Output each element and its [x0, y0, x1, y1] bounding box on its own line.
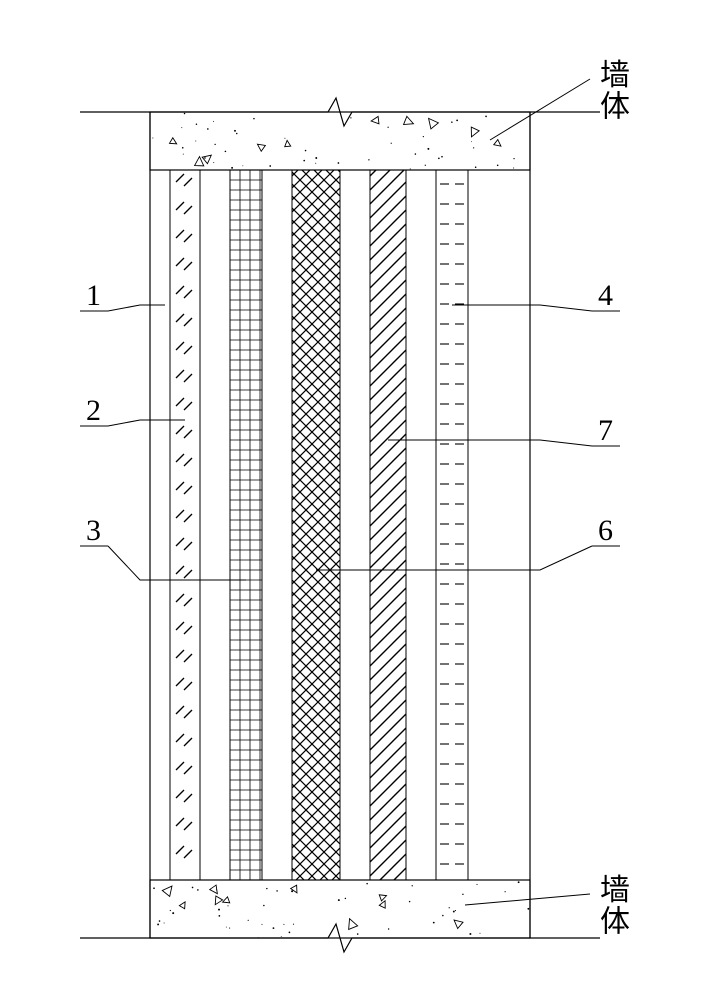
svg-text:2: 2: [86, 394, 101, 427]
svg-text:体: 体: [600, 906, 630, 939]
svg-text:7: 7: [598, 414, 613, 447]
svg-text:墙: 墙: [600, 59, 630, 92]
svg-text:墙: 墙: [600, 874, 630, 907]
svg-text:3: 3: [86, 514, 101, 547]
svg-text:体: 体: [600, 91, 630, 124]
svg-text:1: 1: [86, 279, 101, 312]
svg-text:4: 4: [598, 279, 613, 312]
svg-text:6: 6: [598, 514, 613, 547]
